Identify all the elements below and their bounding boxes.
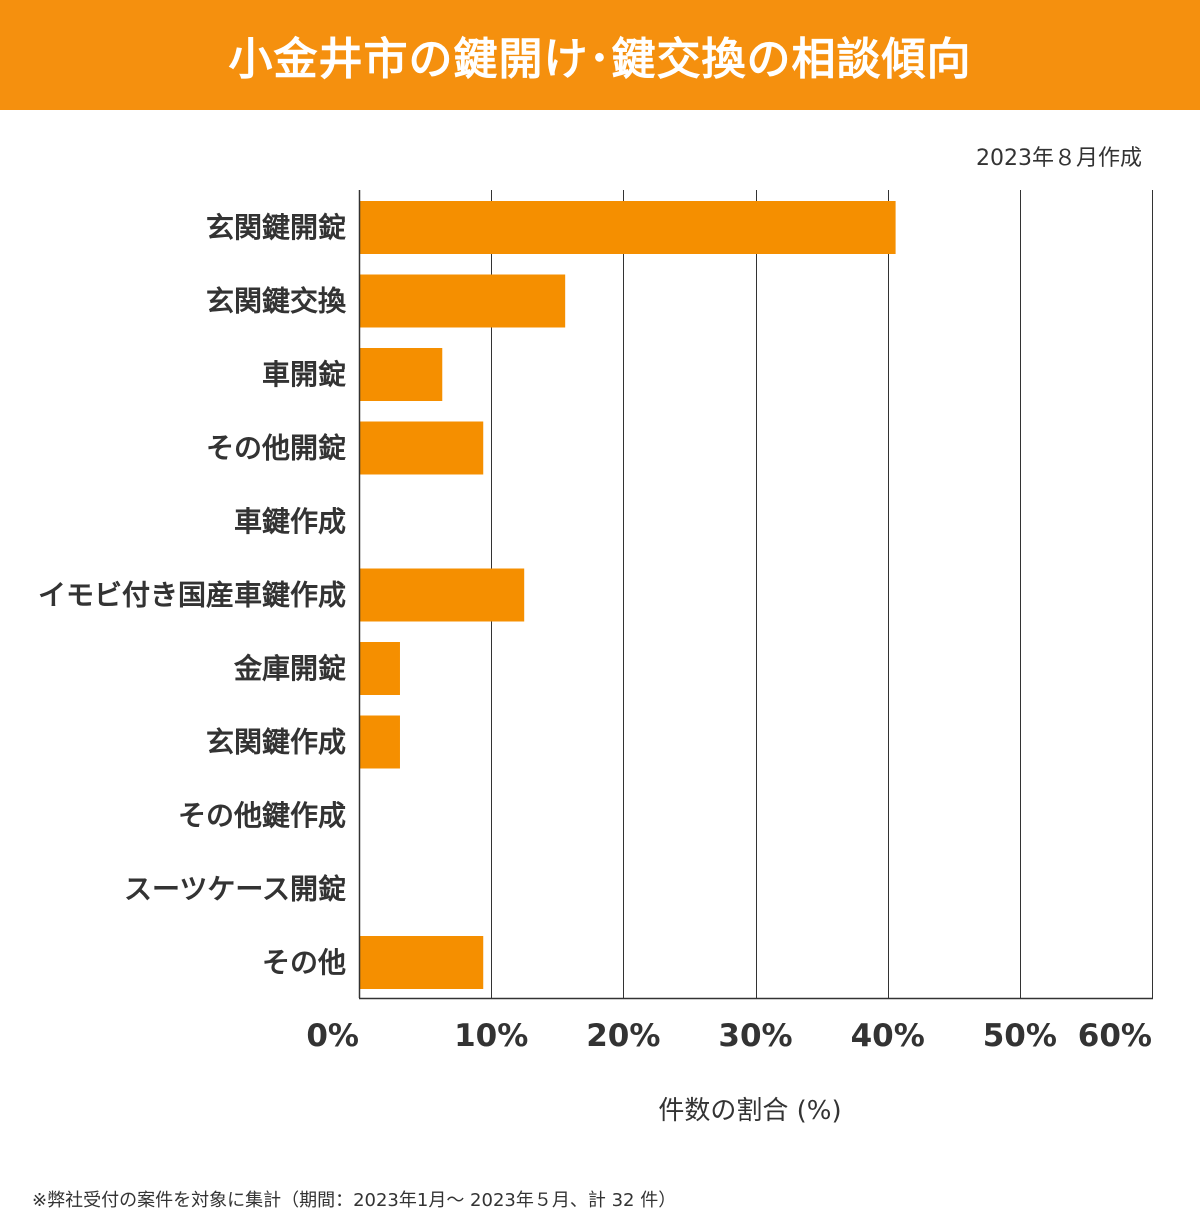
- category-label: 車鍵作成: [234, 505, 346, 538]
- footnote: ※弊社受付の案件を対象に集計（期間：2023年1月～ 2023年５月、計 32 …: [32, 1190, 677, 1211]
- category-label: 玄関鍵交換: [206, 285, 347, 318]
- creation-date: 2023年８月作成: [976, 146, 1142, 171]
- category-label: 玄関鍵作成: [206, 726, 346, 759]
- bar: [359, 274, 566, 328]
- bar: [359, 201, 896, 254]
- category-label: スーツケース開錠: [124, 873, 346, 906]
- category-label: 玄関鍵開錠: [206, 211, 346, 244]
- bar: [359, 568, 525, 622]
- category-label: 車開錠: [262, 358, 346, 391]
- tick-label: 50%: [983, 1018, 1057, 1054]
- bar-chart: 玄関鍵開錠玄関鍵交換車開錠その他開錠車鍵作成イモビ付き国産車鍵作成金庫開錠玄関鍵…: [38, 190, 1153, 1054]
- bar: [359, 421, 484, 475]
- category-label: 金庫開錠: [233, 652, 346, 685]
- title-banner: 小金井市の鍵開け･鍵交換の相談傾向: [0, 0, 1200, 110]
- bar: [359, 642, 400, 695]
- tick-label: 30%: [718, 1018, 792, 1054]
- category-label: その他鍵作成: [178, 799, 346, 832]
- category-label: その他: [262, 946, 346, 979]
- page-title: 小金井市の鍵開け･鍵交換の相談傾向: [228, 34, 972, 85]
- tick-label: 0%: [306, 1018, 359, 1054]
- tick-label: 20%: [586, 1018, 660, 1054]
- category-label: その他開錠: [206, 432, 346, 465]
- tick-label: 40%: [851, 1018, 925, 1054]
- bar: [359, 936, 484, 989]
- bar: [359, 348, 443, 401]
- tick-label: 10%: [454, 1018, 528, 1054]
- tick-label: 60%: [1078, 1018, 1152, 1054]
- x-axis-label: 件数の割合 (%): [658, 1096, 842, 1126]
- category-label: イモビ付き国産車鍵作成: [38, 579, 346, 612]
- bar: [359, 715, 400, 769]
